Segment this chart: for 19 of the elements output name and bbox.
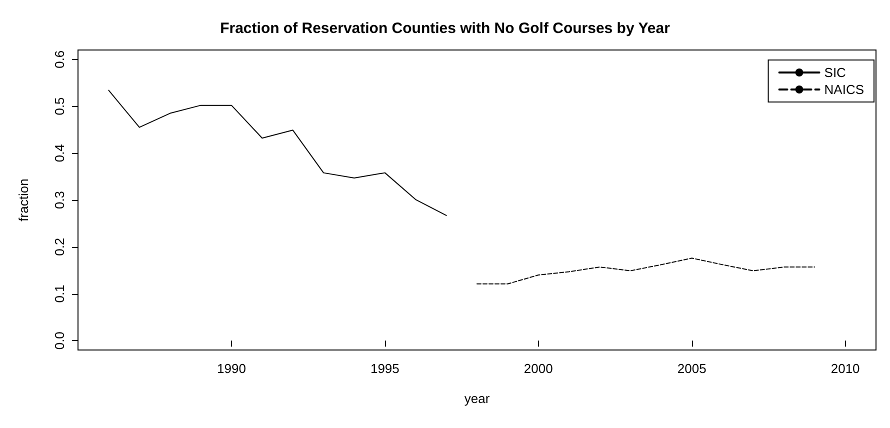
legend-label: NAICS: [824, 82, 864, 97]
y-tick-label: 0.4: [52, 144, 67, 162]
y-tick-label: 0.5: [52, 97, 67, 116]
y-tick-label: 0.6: [52, 50, 67, 68]
x-tick-label: 2010: [830, 361, 860, 376]
x-tick-label: 2000: [524, 361, 553, 376]
chart-title: Fraction of Reservation Counties with No Golf Courses by Year: [220, 20, 670, 37]
line-series: [476, 258, 816, 284]
legend-label: SIC: [824, 65, 846, 80]
y-tick-label: 0.3: [52, 190, 67, 210]
y-axis-title: fraction: [16, 178, 31, 222]
y-tick-label: 0.1: [52, 284, 67, 303]
x-axis-title: year: [464, 391, 490, 406]
x-tick-label: 2005: [677, 361, 706, 376]
line-series: [108, 90, 447, 216]
y-tick-label: 0.0: [52, 332, 67, 350]
x-tick-label: 1995: [370, 361, 400, 376]
y-tick-label: 0.2: [52, 238, 67, 256]
x-tick-label: 1990: [217, 361, 246, 376]
